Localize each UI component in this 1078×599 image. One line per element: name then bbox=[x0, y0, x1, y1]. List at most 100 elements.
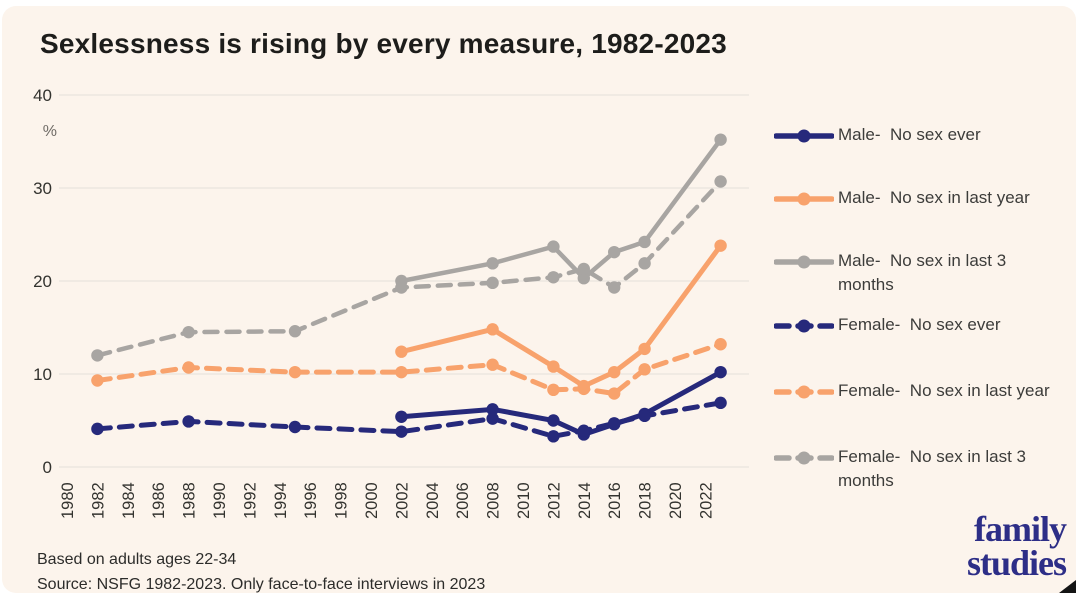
footnote-source: Source: NSFG 1982-2023. Only face-to-fac… bbox=[37, 576, 486, 593]
data-point bbox=[608, 281, 621, 294]
footnote-population: Based on adults ages 22-34 bbox=[37, 551, 237, 568]
legend-line-sample bbox=[774, 319, 834, 333]
data-point bbox=[288, 365, 302, 379]
line-chart: 0 10 20 30 40% 1980 1982 1984 1986 1988 1990 1992 19… bbox=[33, 86, 749, 519]
data-point bbox=[638, 257, 651, 270]
chart-title: Sexlessness is rising by every measure, … bbox=[40, 28, 727, 59]
data-point bbox=[91, 422, 104, 436]
y-tick-label: 0 bbox=[43, 458, 52, 477]
logo-word-studies: studies bbox=[966, 543, 1067, 583]
legend-label: Male- No sex ever bbox=[838, 125, 981, 144]
data-point bbox=[714, 396, 727, 410]
data-point bbox=[395, 425, 408, 438]
y-tick-label: 40 bbox=[33, 86, 52, 105]
data-point bbox=[638, 409, 651, 423]
data-point bbox=[577, 382, 590, 396]
x-tick-label: 1998 bbox=[333, 482, 351, 519]
y-tick-label: 10 bbox=[33, 365, 52, 384]
footnotes: Based on adults ages 22-34 Source: NSFG … bbox=[37, 547, 485, 597]
x-tick-label: 1996 bbox=[302, 482, 320, 519]
legend-label: Male- No sex in last year bbox=[838, 188, 1030, 207]
data-point bbox=[714, 338, 727, 351]
series-line-dashed-5 bbox=[95, 179, 723, 358]
data-point bbox=[638, 235, 651, 249]
x-tick-label: 1982 bbox=[89, 482, 107, 519]
data-point bbox=[486, 257, 499, 270]
series-line-solid-2 bbox=[399, 137, 723, 284]
legend-line-sample bbox=[774, 129, 834, 143]
data-point bbox=[486, 323, 499, 336]
legend-label: Female- No sex in last year bbox=[838, 381, 1050, 400]
data-point bbox=[547, 414, 560, 427]
data-point bbox=[608, 417, 621, 430]
legend-label: Female- No sex in last 3 months bbox=[838, 447, 1027, 490]
y-tick-label: 30 bbox=[33, 179, 52, 198]
data-point bbox=[714, 365, 727, 379]
x-tick-label: 2000 bbox=[363, 482, 381, 519]
series-line-dashed-4 bbox=[94, 341, 724, 397]
data-point bbox=[395, 365, 408, 379]
chart-panel: Sexlessness is rising by every measure, … bbox=[2, 6, 1076, 593]
data-point bbox=[395, 410, 408, 423]
x-tick-label: 2008 bbox=[485, 482, 503, 519]
x-tick-label: 2006 bbox=[454, 482, 472, 519]
x-tick-label: 1984 bbox=[120, 482, 138, 519]
legend-item: Female- No sex ever bbox=[774, 313, 1074, 337]
data-point bbox=[608, 387, 621, 400]
legend-item: Male- No sex ever bbox=[774, 123, 1074, 147]
x-tick-label: 1994 bbox=[272, 482, 290, 519]
data-point bbox=[638, 363, 651, 376]
x-tick-label: 2022 bbox=[697, 482, 715, 519]
data-point bbox=[486, 358, 499, 371]
data-point bbox=[577, 262, 590, 276]
x-tick-label: 2012 bbox=[545, 482, 563, 519]
data-point bbox=[714, 133, 727, 146]
data-point bbox=[608, 365, 621, 379]
data-point bbox=[547, 360, 560, 373]
x-tick-label: 1992 bbox=[241, 482, 259, 519]
series-line-solid-1 bbox=[398, 243, 724, 389]
data-point bbox=[486, 403, 499, 416]
legend-label: Male- No sex in last 3 months bbox=[838, 251, 1007, 294]
data-point bbox=[288, 325, 302, 338]
series-line-dashed-3 bbox=[94, 400, 724, 439]
x-tick-label: 1990 bbox=[211, 482, 229, 519]
data-point bbox=[547, 240, 560, 253]
data-point bbox=[91, 374, 104, 387]
data-point bbox=[547, 430, 560, 443]
x-tick-label: 2004 bbox=[424, 482, 442, 519]
data-point bbox=[395, 281, 408, 294]
x-tick-label: 1980 bbox=[59, 482, 77, 519]
x-tick-label: 1988 bbox=[181, 482, 199, 519]
legend-line-sample bbox=[774, 255, 834, 269]
chart-legend: Male- No sex ever Male- No sex in last ye… bbox=[774, 123, 1074, 509]
legend-item: Male- No sex in last 3 months bbox=[774, 249, 1074, 297]
data-point bbox=[714, 239, 727, 252]
data-point bbox=[714, 175, 727, 188]
legend-item: Male- No sex in last year bbox=[774, 186, 1074, 210]
data-point bbox=[395, 345, 408, 358]
y-axis-unit-label: % bbox=[43, 123, 57, 140]
data-point bbox=[547, 271, 560, 284]
x-tick-label: 2018 bbox=[637, 482, 655, 519]
x-tick-label: 2014 bbox=[576, 482, 594, 519]
data-point bbox=[91, 349, 104, 362]
x-tick-label: 1986 bbox=[150, 482, 168, 519]
data-point bbox=[182, 325, 195, 339]
family-studies-logo: family studies bbox=[966, 509, 1067, 583]
data-point bbox=[638, 342, 651, 356]
data-point bbox=[182, 415, 195, 428]
legend-line-sample bbox=[774, 385, 834, 399]
data-point bbox=[182, 361, 195, 374]
legend-item: Female- No sex in last year bbox=[774, 379, 1074, 403]
logo-word-family: family bbox=[974, 509, 1067, 549]
data-point bbox=[486, 276, 499, 290]
data-point bbox=[486, 412, 499, 425]
data-point bbox=[547, 383, 560, 397]
legend-item: Female- No sex in last 3 months bbox=[774, 445, 1074, 493]
x-tick-label: 2010 bbox=[515, 482, 533, 519]
data-point bbox=[608, 245, 621, 259]
data-point bbox=[577, 424, 590, 437]
x-tick-label: 2020 bbox=[667, 482, 685, 519]
y-tick-label: 20 bbox=[33, 272, 52, 291]
